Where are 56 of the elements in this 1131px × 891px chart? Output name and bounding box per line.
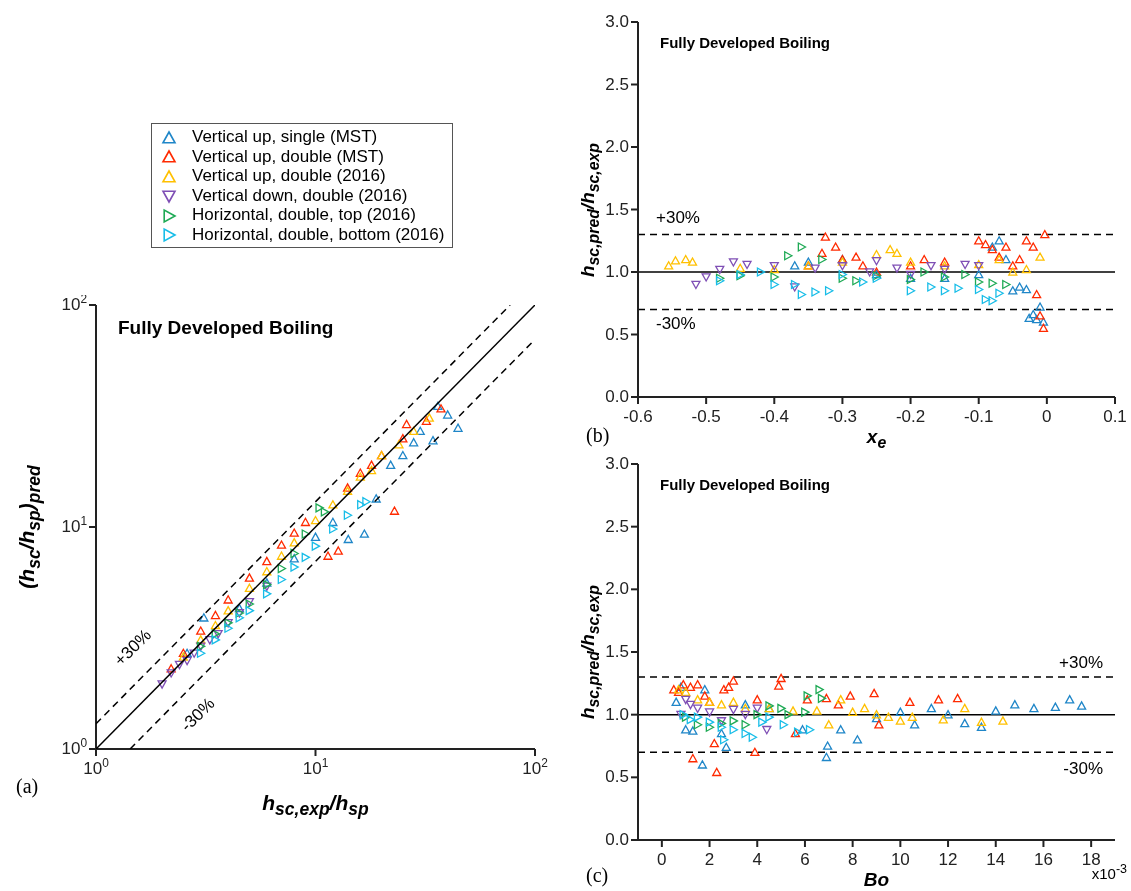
x-tick-label: 10$^{1}$ [302,756,329,778]
y-tick-label: 1.0 [605,262,629,281]
y-tick-label: 10$^{1}$ [61,514,88,536]
x-axis-title: x$_{e}$ [865,426,888,452]
y-tick-label: 0.5 [605,324,629,344]
text: Fully Developed Boiling [660,476,831,493]
y-tick-label: 0.5 [605,767,629,787]
annotation: +30% [656,208,700,228]
annotation: -30% [1063,759,1103,779]
text: (c) [586,864,609,887]
legend-label: Vertical up, double (MST) [192,146,384,166]
x-tick-label: 0 [1042,407,1052,426]
legend-label: Horizontal, double, top (2016) [192,205,416,225]
x-tick-label: -0.1 [964,407,994,426]
y-tick-label: 10$^{2}$ [61,292,88,314]
y-tick-label: 2.5 [605,516,629,536]
text: (b) [586,424,610,447]
legend-label: Vertical up, double (2016) [192,166,386,186]
annotation: +30% [1059,653,1103,673]
x-tick-label: -0.2 [895,407,926,426]
text: Fully Developed Boiling [660,34,831,51]
y-tick-label: 2.5 [605,74,629,94]
x-tick-label: -0.6 [623,407,653,426]
y-tick-label: 10$^{0}$ [61,736,88,758]
y-tick-label: 1.0 [605,704,629,724]
y-tick-label: 1.5 [605,642,629,661]
y-tick-label: 2.0 [605,579,629,599]
x-tick-label: 4 [752,850,762,869]
x-tick-label: -0.4 [759,407,789,426]
x-tick-label: -0.5 [691,407,721,426]
y-tick-label: 1.5 [605,199,629,219]
annotation: -30% [656,314,696,334]
x-tick-label: -0.3 [827,407,858,426]
text: Fully Developed Boiling [118,317,334,339]
x-tick-label: 10$^{2}$ [522,756,549,778]
legend-label: Horizontal, double, bottom (2016) [192,224,445,244]
y-tick-label: 3.0 [605,454,629,473]
legend-label: Vertical down, double (2016) [192,185,408,205]
y-tick-label: 0.0 [605,387,629,406]
x-tick-label: 12 [938,850,958,869]
x-tick-label: 2 [704,850,715,869]
x-axis-title: h$_{sc,exp}$/h$_{sp}$ [261,791,370,821]
x-tick-label: 16 [1033,850,1053,869]
x-tick-label: 14 [986,850,1006,869]
y-tick-label: 3.0 [605,12,629,31]
y-tick-label: 0.0 [605,830,629,849]
x-tick-label: 6 [800,850,810,869]
x-tick-label: 10$^{0}$ [83,756,110,778]
x-tick-label: 10 [890,850,910,869]
legend-label: Vertical up, single (MST) [192,127,378,146]
x-axis-title: Bo [863,869,890,890]
x-tick-label: 8 [847,850,858,869]
text: (a) [16,775,39,798]
x-tick-label: 0 [657,850,667,869]
x-tick-label: 0.1 [1103,407,1127,426]
y-tick-label: 2.0 [605,137,629,156]
